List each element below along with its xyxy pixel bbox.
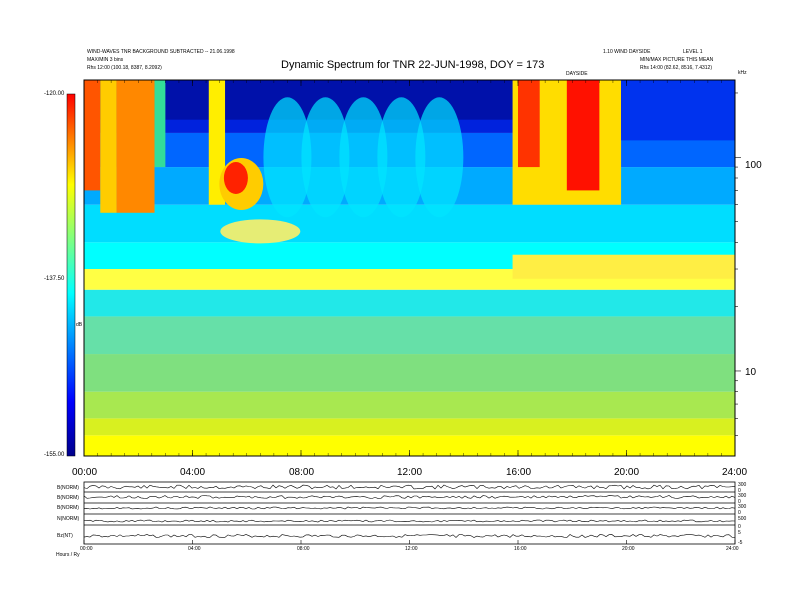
lower-right-tick-4b: 0 (738, 524, 741, 530)
lower-x-tick-1: 04:00 (188, 546, 201, 552)
x-tick-0: 00:00 (72, 467, 98, 478)
lower-panels (83, 481, 736, 545)
drift-region (223, 162, 248, 195)
lower-panel-label-3: B(NORM) (57, 505, 79, 511)
burst-region (566, 80, 600, 191)
x-tick-6: 24:00 (722, 467, 748, 478)
lower-panel-frame (83, 481, 736, 545)
arc-feature (263, 97, 312, 218)
lower-right-tick-3b: 0 (738, 510, 741, 516)
colorbar-tick-bottom: -155.00 (44, 452, 65, 458)
burst-region (621, 80, 735, 141)
lower-panel-label-1: B(NORM) (57, 485, 79, 491)
lower-trace (83, 534, 736, 538)
colorbar-tick-mid: -137.50 (44, 276, 65, 282)
lower-right-tick-5a: 5 (738, 530, 741, 536)
colorbar-tick-top: -120.00 (44, 91, 65, 97)
burst-region (116, 80, 155, 213)
spectrum-axes (83, 80, 741, 456)
spectrum-band (84, 435, 735, 456)
colorbar-label: dB (76, 322, 83, 328)
lower-right-tick-2b: 0 (738, 499, 741, 505)
drift-region (220, 219, 301, 244)
lower-trace (83, 484, 736, 490)
lower-trace (83, 495, 736, 499)
header-center-small: DAYSIDE (566, 71, 588, 77)
header-left-2: MAX/MIN 3 bins (87, 57, 124, 63)
lower-x-tick-0: 00:00 (80, 546, 93, 552)
x-tick-2: 08:00 (289, 467, 315, 478)
y-tick-10: 10 (745, 367, 757, 378)
lower-panel-label-4: N(NORM) (57, 516, 80, 522)
burst-region (100, 80, 117, 213)
lower-x-tick-6: 24:00 (726, 546, 739, 552)
header-left-1: WIND-WAVES TNR BACKGROUND SUBTRACTED -- … (87, 49, 235, 55)
arc-feature (339, 97, 388, 218)
arc-feature (377, 97, 426, 218)
header-left-3: Rhs 12:00 (100.18, 8387, 8.2092) (87, 65, 162, 71)
drift-region (208, 80, 226, 205)
spectrum-band (84, 354, 735, 392)
lower-x-label: Hours / Ry (56, 552, 80, 558)
lower-x-tick-5: 20:00 (622, 546, 635, 552)
x-tick-5: 20:00 (614, 467, 640, 478)
spectrum-band (84, 289, 735, 317)
lower-right-tick-1b: 0 (738, 488, 741, 494)
lower-trace (83, 519, 736, 523)
lower-right-tick-4a: 500 (738, 516, 747, 522)
lower-right-tick-3a: 300 (738, 504, 747, 510)
header-right-extra: LEVEL 1 (683, 49, 703, 55)
burst-region (154, 80, 166, 168)
lower-right-tick-1a: 300 (738, 482, 747, 488)
lower-right-tick-5b: -5 (738, 540, 743, 546)
spectrum-image (84, 80, 735, 456)
lower-panel-label-5: Bz(NT) (57, 533, 73, 539)
burst-region (518, 80, 540, 168)
burst-region (84, 80, 101, 191)
header-right-3: Rhs 14:00 (82.62, 8516, 7.4312) (640, 65, 712, 71)
spectrum-band (84, 391, 735, 419)
lower-right-tick-2a: 300 (738, 493, 747, 499)
x-tick-3: 12:00 (397, 467, 423, 478)
x-tick-4: 16:00 (506, 467, 532, 478)
burst-region (512, 254, 735, 279)
y-tick-100: 100 (745, 160, 762, 171)
x-tick-1: 04:00 (180, 467, 206, 478)
lower-panel-label-2: B(NORM) (57, 495, 79, 501)
arc-feature (415, 97, 464, 218)
lower-x-tick-4: 16:00 (514, 546, 527, 552)
lower-x-tick-3: 12:00 (405, 546, 418, 552)
spectrum-band (84, 316, 735, 355)
spectrum-band (84, 418, 735, 436)
lower-x-tick-2: 08:00 (297, 546, 310, 552)
header-right-2: MIN/MAX PICTURE THIS MEAN (640, 57, 714, 63)
colorbar (66, 93, 76, 457)
arc-feature (301, 97, 350, 218)
chart-title: Dynamic Spectrum for TNR 22-JUN-1998, DO… (281, 59, 545, 71)
lower-trace (83, 506, 736, 510)
y-unit: kHz (738, 70, 747, 76)
header-right-1: 1.10 WIND DAYSIDE (603, 49, 651, 55)
